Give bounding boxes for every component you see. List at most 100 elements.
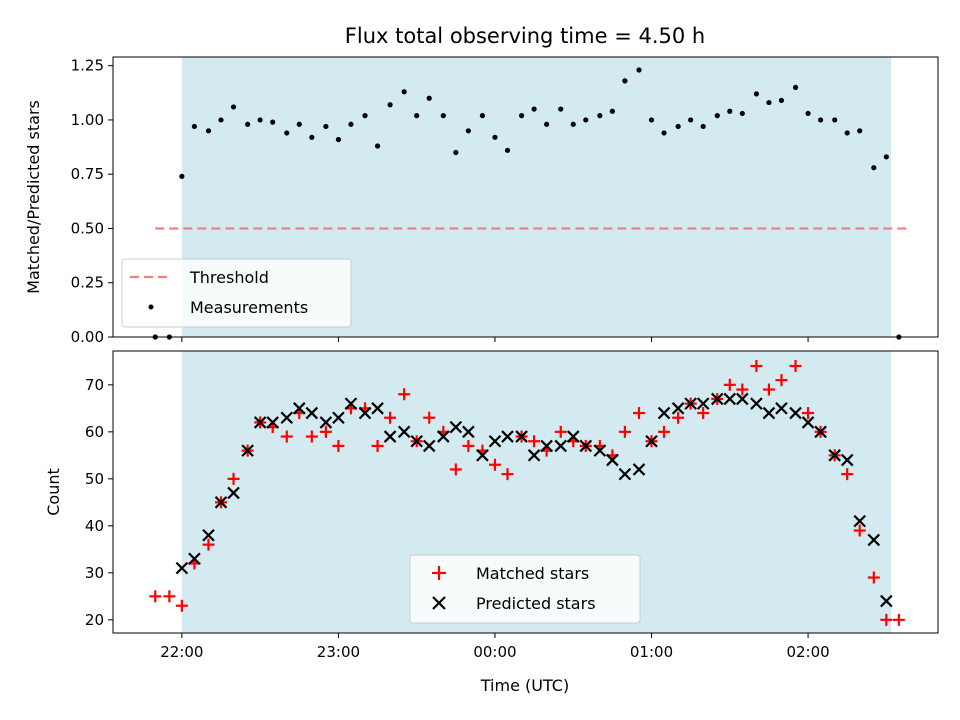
predicted-legend-label: Predicted stars — [476, 594, 596, 613]
measurement-point — [518, 113, 525, 119]
matched-star-point — [501, 468, 514, 481]
predicted-star-point — [410, 434, 423, 448]
count-y-axis-label: Count — [44, 468, 63, 516]
predicted-star-point — [775, 402, 788, 415]
matched-star-point — [723, 378, 736, 391]
matched-star-point — [488, 458, 501, 471]
measurement-point — [714, 113, 720, 119]
matched-legend-marker — [432, 566, 446, 580]
predicted-star-point — [566, 430, 580, 443]
ratio-y-tick-label: 1.00 — [71, 111, 104, 129]
count-legend-box — [409, 554, 641, 624]
predicted-star-point — [253, 416, 267, 429]
x-tick-label: 23:00 — [317, 643, 360, 661]
predicted-star-point — [449, 420, 463, 434]
ratio-y-tick-label: 0.75 — [71, 165, 104, 183]
measurement-point — [583, 117, 589, 123]
predicted-star-point — [358, 406, 372, 420]
predicted-star-point — [202, 528, 215, 542]
measurement-point — [883, 154, 889, 160]
matched-star-point — [462, 439, 475, 452]
measurement-point — [453, 149, 459, 156]
predicted-star-point — [645, 434, 658, 448]
measurement-point — [191, 123, 198, 130]
x-tick-label: 22:00 — [160, 643, 203, 661]
predicted-star-point — [867, 533, 881, 547]
measurement-point — [817, 117, 824, 123]
matched-star-point — [736, 383, 749, 396]
measurement-point — [832, 117, 838, 123]
predicted-star-point — [241, 444, 254, 457]
chart-title: Flux total observing time = 4.50 h — [345, 24, 705, 48]
measurement-point — [414, 113, 420, 119]
ratio-plot-frame — [112, 56, 939, 338]
measurement-point — [348, 121, 354, 127]
predicted-star-point — [501, 430, 514, 443]
ratio-panel: 0.00 0.25 0.50 0.75 1.00 1.25 Matched/Predict… — [24, 56, 939, 346]
measurement-point — [374, 143, 381, 149]
measurement-point — [492, 134, 498, 140]
predicted-star-point — [814, 425, 827, 439]
count-y-tick-label: 60 — [85, 423, 104, 441]
ratio-y-tick-label: 0.00 — [71, 328, 104, 346]
ratio-legend: Threshold Measurements — [121, 258, 352, 328]
measurement-point — [844, 130, 850, 136]
measurement-point — [323, 123, 329, 130]
count-y-tick-label: 70 — [85, 376, 104, 394]
predicted-star-point — [554, 439, 568, 453]
measurement-point — [205, 128, 212, 134]
measurement-point — [270, 119, 276, 125]
measurement-point — [597, 113, 603, 119]
count-y-tick-label: 30 — [85, 564, 104, 582]
measurement-point — [387, 102, 393, 108]
measurement-point — [335, 136, 342, 143]
measurement-point — [284, 130, 290, 136]
predicted-legend-marker — [432, 596, 446, 610]
measurement-point — [766, 99, 772, 106]
predicted-star-point — [462, 425, 475, 439]
matched-star-point — [163, 590, 176, 603]
measurement-point — [558, 106, 564, 112]
predicted-star-point — [696, 397, 710, 410]
matched-star-point — [423, 411, 436, 424]
matched-star-point — [789, 360, 802, 373]
predicted-star-point — [371, 402, 384, 415]
matched-star-point — [841, 468, 854, 481]
measurement-point — [245, 121, 251, 127]
predicted-star-point — [515, 430, 528, 443]
predicted-star-point — [422, 439, 436, 453]
count-y-tick-label: 20 — [85, 611, 104, 629]
count-plot-frame — [112, 350, 939, 634]
predicted-star-point — [280, 411, 294, 425]
predicted-star-point — [750, 397, 763, 410]
predicted-star-point — [344, 397, 358, 410]
predicted-star-point — [488, 434, 502, 448]
predicted-star-point — [828, 449, 841, 462]
predicted-star-point — [762, 406, 776, 420]
matched-star-point — [149, 590, 162, 603]
ratio-y-axis-label: Matched/Predicted stars — [24, 100, 43, 294]
measurement-point — [857, 128, 863, 134]
matched-star-point — [332, 439, 345, 452]
predicted-star-point — [657, 406, 671, 420]
measurement-point — [648, 117, 655, 123]
count-y-tick-label: 50 — [85, 470, 104, 488]
measurement-point — [401, 89, 407, 95]
count-panel: 20 30 40 50 60 70 22:00 23:00 00:00 01:00 02:00 C… — [44, 350, 939, 695]
measurement-point — [296, 121, 302, 127]
measurement-point — [426, 95, 432, 101]
matched-star-point — [202, 538, 215, 551]
predicted-star-point — [527, 449, 541, 462]
matched-star-point — [697, 407, 710, 420]
count-legend: Matched stars Predicted stars — [409, 554, 641, 624]
measurement-point — [218, 117, 224, 123]
x-tick-label: 02:00 — [786, 643, 829, 661]
matched-star-point — [892, 613, 905, 626]
measurement-point — [362, 113, 368, 119]
predicted-star-point — [853, 514, 867, 528]
measurement-point — [700, 123, 706, 130]
ratio-y-tick-label: 0.50 — [71, 219, 104, 237]
predicted-star-point — [840, 453, 854, 467]
matched-star-point — [227, 472, 240, 485]
measurement-point — [230, 104, 237, 110]
